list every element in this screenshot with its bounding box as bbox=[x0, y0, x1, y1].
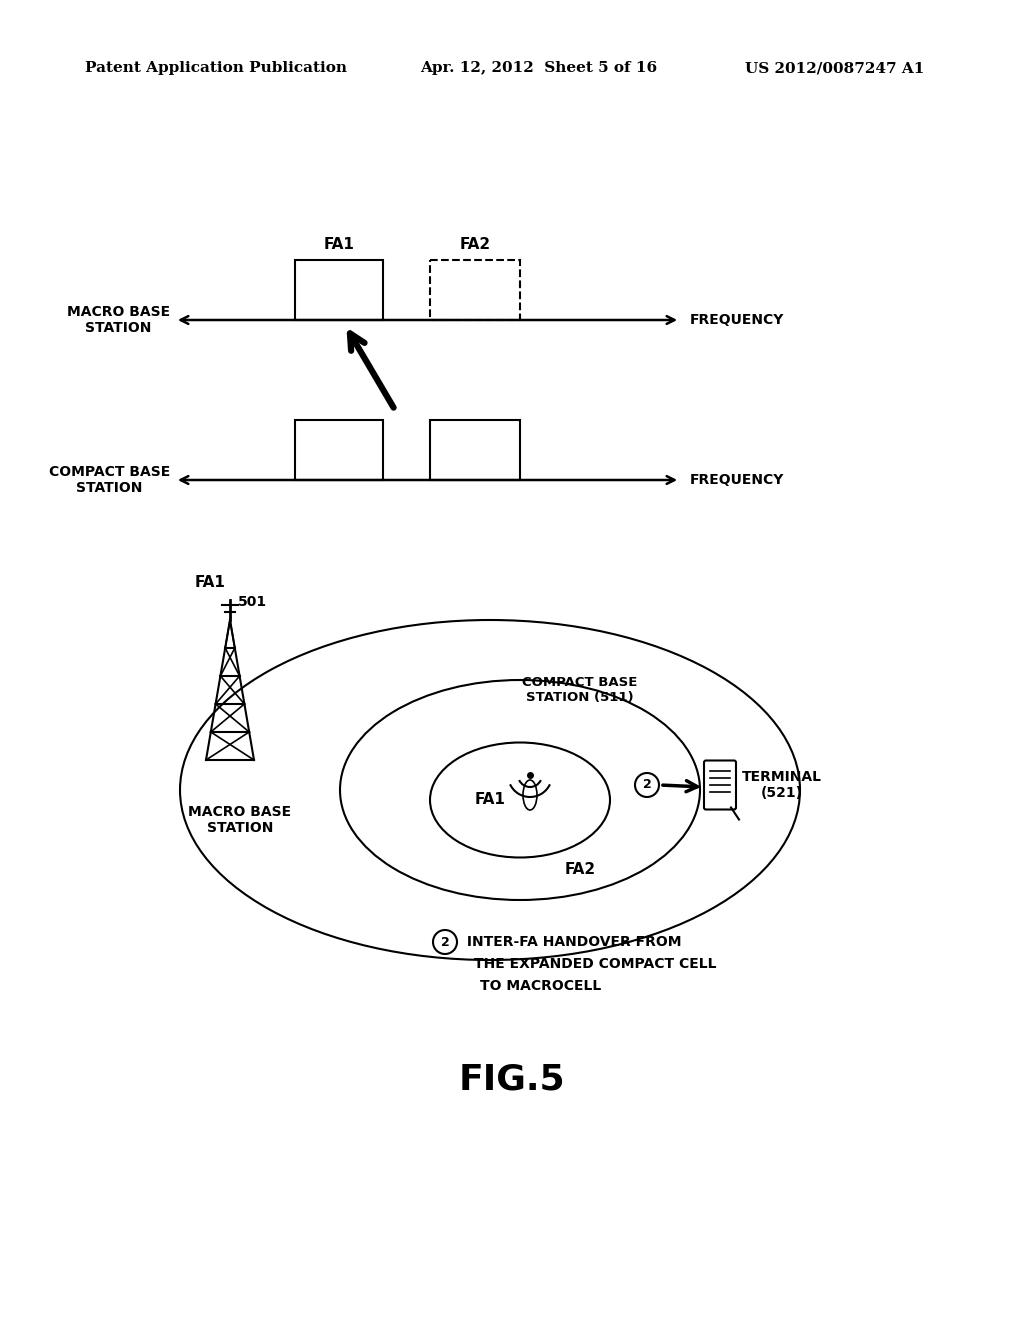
Text: FA2: FA2 bbox=[460, 238, 490, 252]
Text: Patent Application Publication: Patent Application Publication bbox=[85, 61, 347, 75]
Text: 2: 2 bbox=[643, 779, 651, 792]
Text: FA2: FA2 bbox=[564, 862, 596, 878]
Bar bbox=[430, 260, 520, 319]
Text: FIG.5: FIG.5 bbox=[459, 1063, 565, 1097]
Text: 2: 2 bbox=[440, 936, 450, 949]
Text: TERMINAL
(521): TERMINAL (521) bbox=[742, 770, 822, 800]
Text: US 2012/0087247 A1: US 2012/0087247 A1 bbox=[745, 61, 925, 75]
Bar bbox=[295, 420, 383, 480]
Text: INTER-FA HANDOVER FROM: INTER-FA HANDOVER FROM bbox=[462, 935, 682, 949]
Text: FA1: FA1 bbox=[324, 238, 354, 252]
Ellipse shape bbox=[523, 780, 537, 810]
Text: COMPACT BASE
STATION: COMPACT BASE STATION bbox=[49, 465, 170, 495]
Ellipse shape bbox=[180, 620, 800, 960]
Text: TO MACROCELL: TO MACROCELL bbox=[480, 979, 601, 993]
Ellipse shape bbox=[340, 680, 700, 900]
Text: Apr. 12, 2012  Sheet 5 of 16: Apr. 12, 2012 Sheet 5 of 16 bbox=[420, 61, 657, 75]
Text: MACRO BASE
STATION: MACRO BASE STATION bbox=[188, 805, 292, 836]
Text: FREQUENCY: FREQUENCY bbox=[690, 473, 784, 487]
Text: THE EXPANDED COMPACT CELL: THE EXPANDED COMPACT CELL bbox=[474, 957, 717, 972]
Text: FREQUENCY: FREQUENCY bbox=[690, 313, 784, 327]
Text: 501: 501 bbox=[238, 595, 267, 609]
Text: MACRO BASE
STATION: MACRO BASE STATION bbox=[67, 305, 170, 335]
Bar bbox=[295, 260, 383, 319]
FancyBboxPatch shape bbox=[705, 760, 736, 809]
Text: COMPACT BASE
STATION (511): COMPACT BASE STATION (511) bbox=[522, 676, 638, 704]
Ellipse shape bbox=[430, 742, 610, 858]
Bar bbox=[430, 420, 520, 480]
Text: FA1: FA1 bbox=[474, 792, 506, 808]
Text: FA1: FA1 bbox=[195, 576, 225, 590]
